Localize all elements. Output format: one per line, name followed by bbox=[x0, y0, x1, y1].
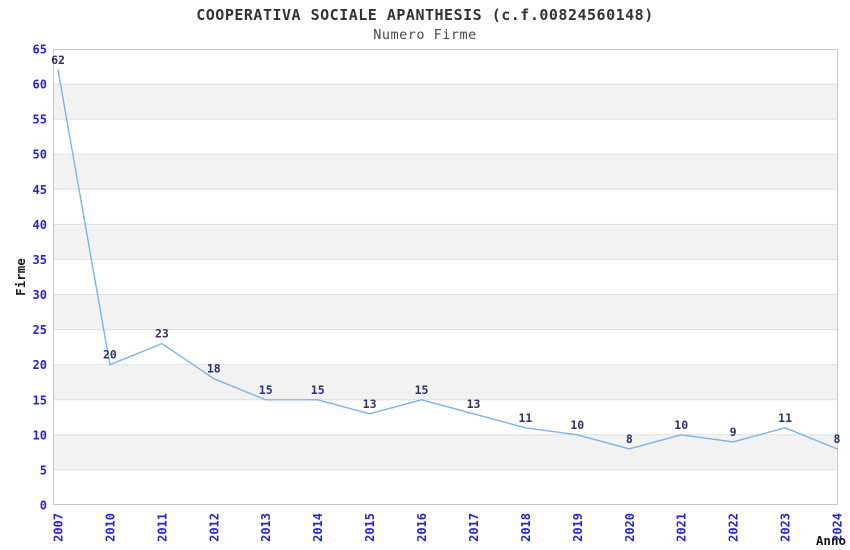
y-axis-tick-label: 10 bbox=[33, 428, 47, 442]
grid-band bbox=[53, 364, 838, 400]
x-axis-tick-label: 2010 bbox=[103, 513, 117, 542]
data-point-label: 15 bbox=[259, 383, 273, 397]
grid-band bbox=[53, 434, 838, 470]
x-axis-tick-label: 2024 bbox=[831, 513, 845, 542]
grid-band bbox=[53, 84, 838, 120]
y-axis-tick-label: 40 bbox=[33, 218, 47, 232]
data-point-label: 20 bbox=[103, 348, 117, 362]
x-axis-tick-label: 2022 bbox=[727, 513, 741, 542]
y-axis-tick-label: 20 bbox=[33, 358, 47, 372]
data-point-label: 11 bbox=[778, 411, 792, 425]
data-point-label: 18 bbox=[207, 362, 221, 376]
x-axis-tick-label: 2014 bbox=[311, 513, 325, 542]
y-axis-tick-label: 0 bbox=[40, 499, 47, 513]
x-axis-tick-label: 2017 bbox=[467, 513, 481, 542]
data-point-label: 9 bbox=[730, 425, 737, 439]
x-axis-title: Anno bbox=[816, 533, 846, 548]
x-axis-tick-label: 2012 bbox=[207, 513, 221, 542]
y-axis-tick-label: 30 bbox=[33, 288, 47, 302]
y-axis-tick-label: 65 bbox=[33, 43, 47, 57]
data-point-label: 11 bbox=[518, 411, 532, 425]
data-point-label: 10 bbox=[674, 418, 688, 432]
data-point-label: 8 bbox=[626, 432, 633, 446]
x-axis-tick-label: 2018 bbox=[519, 513, 533, 542]
x-axis-tick-label: 2007 bbox=[52, 513, 66, 542]
y-axis-tick-label: 15 bbox=[33, 393, 47, 407]
x-axis-tick-label: 2016 bbox=[415, 513, 429, 542]
y-axis-tick-label: 25 bbox=[33, 323, 47, 337]
y-axis-tick-label: 55 bbox=[33, 113, 47, 127]
data-point-label: 23 bbox=[155, 327, 169, 341]
data-point-label: 13 bbox=[363, 397, 377, 411]
y-axis-title: Firme bbox=[13, 258, 28, 296]
y-axis-tick-label: 5 bbox=[40, 463, 47, 477]
x-axis-tick-label: 2011 bbox=[155, 513, 169, 542]
series-line bbox=[57, 69, 838, 450]
grid-band bbox=[53, 294, 838, 330]
plot-border bbox=[53, 49, 838, 505]
x-axis-tick-label: 2021 bbox=[675, 513, 689, 542]
data-point-label: 10 bbox=[570, 418, 584, 432]
y-axis-tick-label: 60 bbox=[33, 78, 47, 92]
x-axis-tick-label: 2013 bbox=[259, 513, 273, 542]
data-point-label: 8 bbox=[834, 432, 841, 446]
x-axis-tick-label: 2019 bbox=[571, 513, 585, 542]
grid-band bbox=[53, 224, 838, 260]
data-point-label: 15 bbox=[415, 383, 429, 397]
chart-subtitle: Numero Firme bbox=[373, 27, 477, 43]
y-axis-tick-label: 35 bbox=[33, 253, 47, 267]
x-axis-tick-label: 2020 bbox=[623, 513, 637, 542]
data-point-label: 15 bbox=[311, 383, 325, 397]
data-point-label: 62 bbox=[51, 53, 65, 67]
y-axis-tick-label: 50 bbox=[33, 148, 47, 162]
x-axis-tick-label: 2015 bbox=[363, 513, 377, 542]
x-axis-tick-label: 2023 bbox=[779, 513, 793, 542]
grid-band bbox=[53, 154, 838, 190]
chart-title: COOPERATIVA SOCIALE APANTHESIS (c.f.0082… bbox=[196, 6, 654, 24]
y-axis-tick-label: 45 bbox=[33, 183, 47, 197]
data-point-label: 13 bbox=[467, 397, 481, 411]
